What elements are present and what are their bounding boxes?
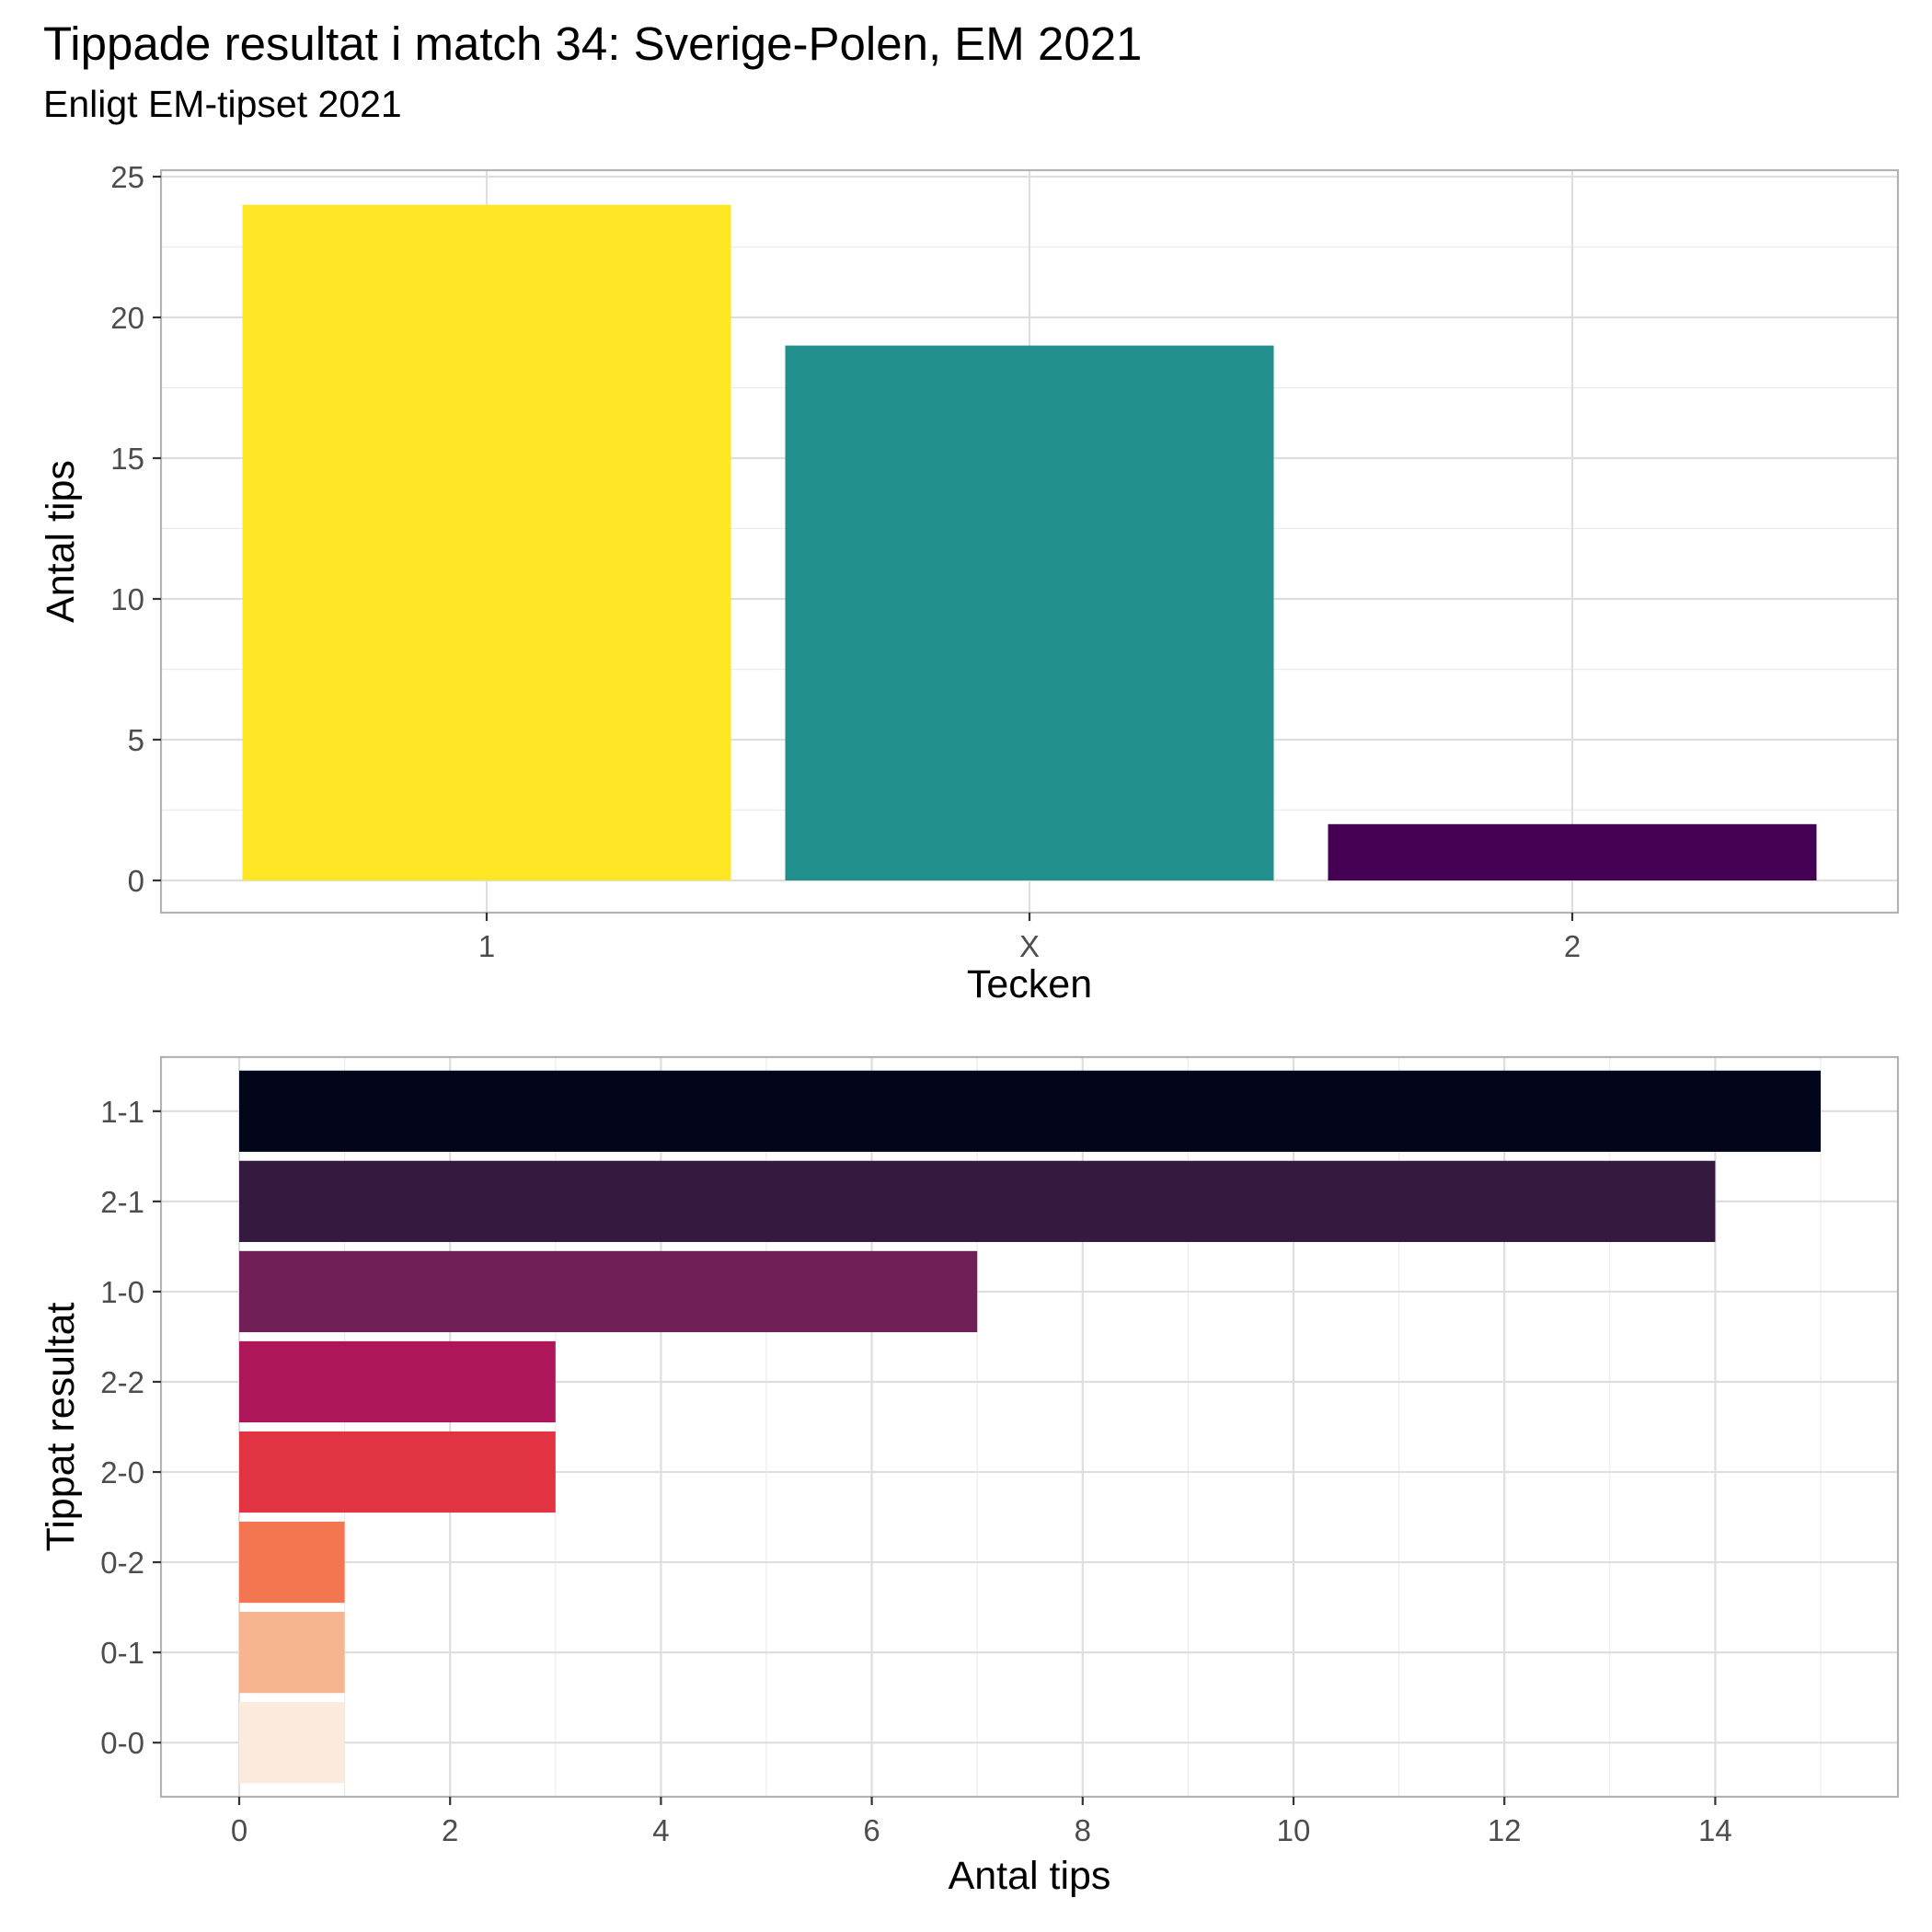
y-axis-title: Tippat resultat bbox=[39, 1303, 83, 1552]
bar-0-1 bbox=[239, 1612, 345, 1694]
bar-1 bbox=[242, 204, 731, 881]
bar-2-1 bbox=[239, 1160, 1716, 1242]
y-tick-label: 0-1 bbox=[100, 1636, 144, 1670]
x-tick-label: 12 bbox=[1488, 1813, 1522, 1847]
y-axis-title: Antal tips bbox=[39, 460, 83, 623]
x-axis-title: Tecken bbox=[967, 962, 1092, 1006]
y-tick-label: 0-0 bbox=[100, 1726, 144, 1760]
x-tick-label: 2 bbox=[1564, 929, 1581, 963]
x-tick-label: 2 bbox=[442, 1813, 458, 1847]
x-tick-label: 4 bbox=[652, 1813, 669, 1847]
y-tick-label: 2-2 bbox=[100, 1365, 144, 1399]
y-tick-label: 25 bbox=[110, 160, 144, 194]
bar-2-2 bbox=[239, 1340, 556, 1423]
bar-0-2 bbox=[239, 1521, 345, 1604]
bar-1-1 bbox=[239, 1070, 1821, 1152]
x-tick-label: 0 bbox=[231, 1813, 247, 1847]
y-tick-label: 0 bbox=[128, 864, 144, 898]
bar-2 bbox=[1328, 823, 1817, 880]
bar-X bbox=[785, 345, 1274, 881]
x-tick-label: X bbox=[1019, 929, 1040, 963]
y-tick-label: 10 bbox=[110, 582, 144, 616]
y-tick-label: 20 bbox=[110, 301, 144, 335]
bar-1-0 bbox=[239, 1250, 978, 1333]
y-tick-label: 2-0 bbox=[100, 1455, 144, 1489]
y-tick-label: 1-0 bbox=[100, 1275, 144, 1309]
y-tick-label: 1-1 bbox=[100, 1095, 144, 1129]
bar-0-0 bbox=[239, 1702, 345, 1784]
y-tick-label: 2-1 bbox=[100, 1185, 144, 1219]
x-tick-label: 14 bbox=[1698, 1813, 1732, 1847]
x-tick-label: 6 bbox=[863, 1813, 880, 1847]
x-axis-title: Antal tips bbox=[949, 1854, 1111, 1898]
x-tick-label: 1 bbox=[478, 929, 495, 963]
bar-2-0 bbox=[239, 1431, 556, 1513]
x-tick-label: 10 bbox=[1277, 1813, 1311, 1847]
chart-subtitle: Enligt EM-tipset 2021 bbox=[43, 83, 402, 125]
chart-title: Tippade resultat i match 34: Sverige-Pol… bbox=[43, 17, 1143, 70]
x-tick-label: 8 bbox=[1075, 1813, 1091, 1847]
tecken-bar-chart: 0 5 10 15 20 25 1 X 2 Tecken Antal tips bbox=[39, 160, 1900, 1006]
y-tick-label: 0-2 bbox=[100, 1546, 144, 1580]
y-tick-label: 5 bbox=[128, 723, 144, 757]
panel-border bbox=[159, 1055, 1900, 1799]
y-tick-label: 15 bbox=[110, 442, 144, 476]
